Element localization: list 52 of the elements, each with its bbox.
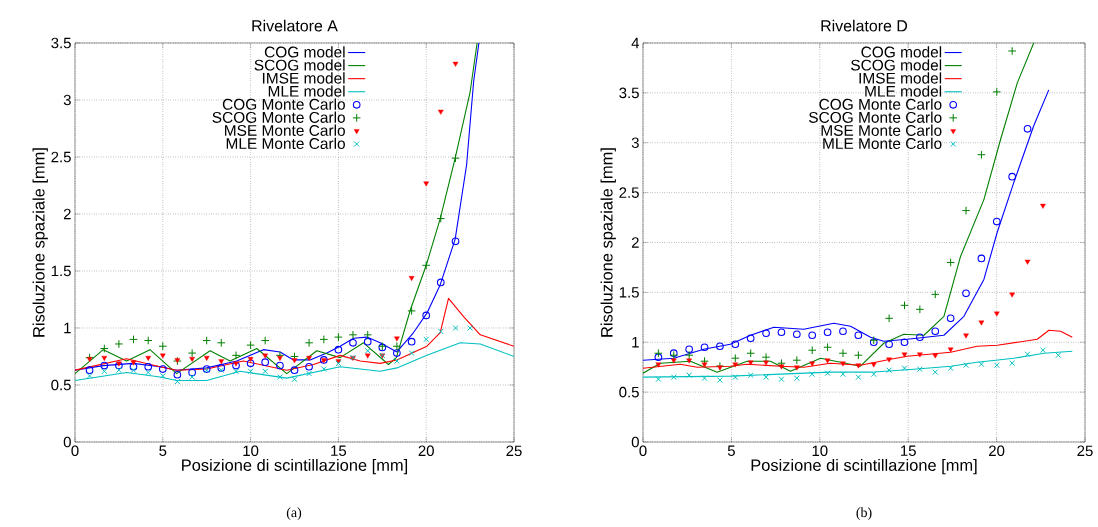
x-tick-label: 25 [1077, 445, 1093, 457]
y-tick-label: 0.5 [51, 379, 71, 391]
x-tick-label: 20 [418, 445, 434, 457]
x-tick-label: 15 [901, 445, 916, 456]
chart-title: Rivelatore A [252, 19, 338, 32]
text: (a) [286, 507, 302, 520]
y-tick-label: 4 [631, 37, 640, 49]
x-axis-title: Posizione di scintillazione [mm] [751, 458, 977, 475]
legend-label: IMSE model [262, 72, 345, 84]
text: (b) [856, 507, 872, 520]
legend-label: MLE model [268, 85, 345, 97]
y-axis-title: Risoluzione spaziale [mm] [32, 148, 48, 337]
y-tick-label: 1.5 [51, 265, 71, 277]
legend-label: COG Monte Carlo [222, 98, 345, 110]
y-tick-label: 3 [63, 94, 71, 106]
y-tick-label: 1 [64, 322, 71, 334]
x-tick-label: 5 [727, 445, 735, 456]
y-tick-label: 0 [63, 436, 71, 448]
y-tick-label: 2 [63, 208, 71, 220]
legend-label: COG model [264, 46, 345, 58]
x-tick-label: 10 [243, 445, 259, 457]
y-tick-label: 2.5 [619, 187, 639, 198]
x-axis-title: Posizione di scintillazione [mm] [182, 458, 408, 475]
y-tick-label: 3.5 [51, 37, 71, 49]
legend-label: MSE Monte Carlo [225, 124, 345, 136]
x-tick-label: 0 [71, 445, 79, 457]
legend-label: SCOG model [851, 59, 942, 71]
legend-label: COG Monte Carlo [819, 98, 942, 110]
legend-label: MLE Monte Carlo [823, 137, 942, 150]
x-tick-label: 20 [989, 445, 1005, 457]
legend-label: SCOG Monte Carlo [212, 111, 345, 123]
legend-label: SCOG Monte Carlo [808, 111, 942, 123]
x-tick-label: 5 [159, 445, 167, 456]
y-tick-label: 1.5 [619, 287, 639, 298]
legend-label: MLE model [865, 85, 942, 97]
x-tick-label: 10 [812, 445, 828, 457]
legend-label: MLE Monte Carlo [226, 137, 345, 150]
legend-label: COG model [861, 46, 942, 58]
y-axis-title: Risoluzione spaziale [mm] [600, 148, 616, 337]
legend-label: SCOG model [254, 59, 345, 71]
y-tick-label: 3.5 [619, 87, 639, 99]
y-tick-label: 0.5 [619, 386, 639, 398]
y-tick-label: 0 [631, 436, 639, 448]
legend-label: IMSE model [859, 72, 942, 84]
y-tick-label: 2 [631, 237, 639, 248]
x-tick-label: 15 [331, 445, 347, 456]
y-tick-label: 1 [632, 337, 639, 348]
chart-title: Rivelatore D [821, 19, 908, 32]
y-tick-label: 3 [631, 137, 639, 149]
legend-label: MSE Monte Carlo [821, 124, 942, 136]
y-tick-label: 2.5 [51, 151, 71, 163]
x-tick-label: 25 [506, 445, 522, 457]
